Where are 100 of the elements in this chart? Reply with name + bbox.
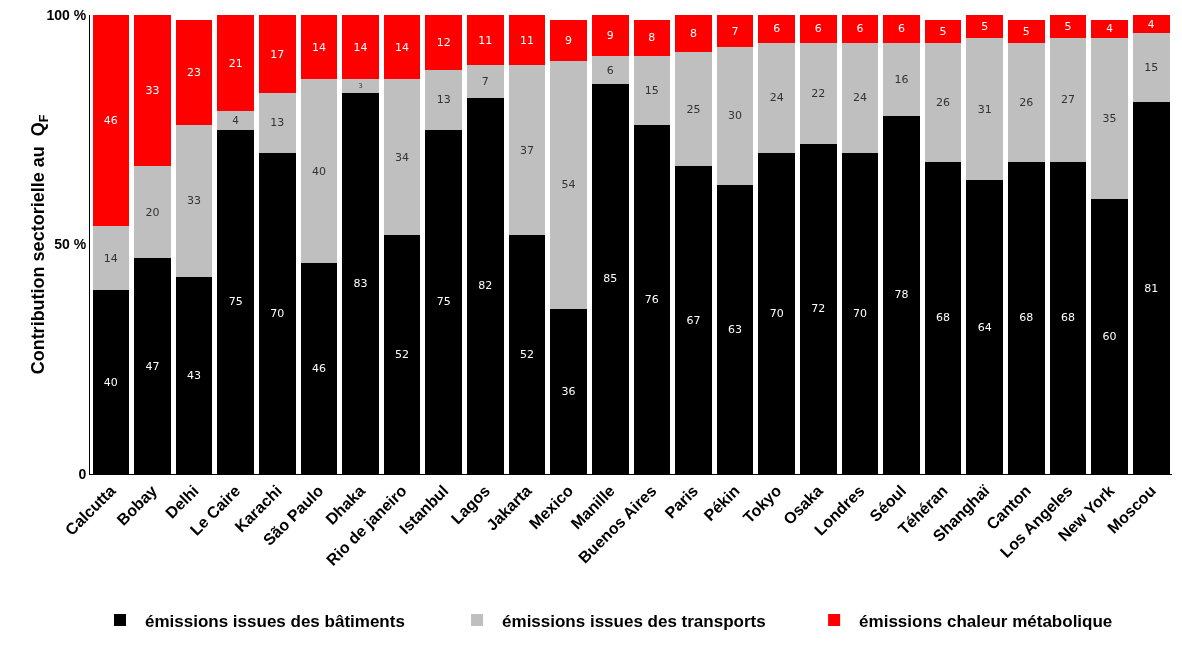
- data-label: 34: [395, 150, 410, 164]
- bar: [383, 79, 421, 236]
- data-label: 12: [436, 36, 451, 50]
- data-label: 7: [731, 24, 739, 38]
- data-label: 11: [478, 33, 493, 47]
- bar: [716, 47, 754, 185]
- legend-label: émissions issues des bâtiments: [145, 611, 405, 631]
- data-label: 13: [436, 93, 451, 107]
- bar: [633, 19, 671, 57]
- data-label: 5: [1022, 24, 1030, 38]
- data-label: 5: [1064, 19, 1072, 33]
- bar: [92, 226, 130, 291]
- bar: [1008, 42, 1045, 162]
- bar: [633, 56, 671, 126]
- data-label: 22: [811, 86, 826, 100]
- bar: [799, 42, 837, 144]
- bar: [467, 65, 504, 98]
- data-label: 15: [1144, 61, 1159, 75]
- data-label: 4: [1106, 22, 1114, 35]
- data-label: 20: [145, 205, 160, 219]
- data-label: 70: [270, 306, 285, 320]
- bar: [758, 15, 795, 43]
- y-tick-label: 0: [78, 465, 87, 482]
- bar: [1132, 15, 1170, 34]
- data-label: 83: [353, 277, 368, 291]
- data-label: 46: [103, 114, 118, 128]
- bar: [799, 15, 837, 43]
- data-label: 36: [561, 384, 576, 398]
- data-label: 13: [270, 116, 285, 130]
- bar: [134, 166, 171, 259]
- data-label: 82: [478, 279, 493, 293]
- data-label: 24: [769, 91, 784, 105]
- data-label: 60: [1102, 329, 1117, 343]
- bar: [134, 15, 171, 167]
- bar: [300, 79, 338, 263]
- data-label: 4: [1147, 17, 1155, 30]
- data-label: 52: [395, 348, 410, 362]
- bar: [92, 15, 130, 227]
- bar: [1091, 37, 1128, 199]
- data-label: 8: [689, 26, 697, 40]
- data-label: 63: [728, 322, 743, 336]
- data-label: 26: [1019, 95, 1034, 109]
- data-label: 43: [187, 368, 202, 382]
- bar: [591, 56, 629, 84]
- data-label: 40: [311, 164, 326, 178]
- data-label: 14: [311, 40, 326, 54]
- bar: [966, 15, 1004, 38]
- data-label: 33: [145, 84, 160, 98]
- data-label: 70: [852, 306, 867, 320]
- data-label: 75: [436, 295, 451, 309]
- bar: [258, 15, 296, 94]
- legend-label: émissions issues des transports: [502, 611, 766, 631]
- bar: [883, 15, 920, 43]
- data-label: 70: [769, 306, 784, 320]
- bar: [550, 19, 587, 61]
- data-label: 40: [103, 375, 118, 389]
- data-label: 54: [561, 178, 576, 192]
- data-label: 68: [936, 311, 951, 325]
- bar: [1091, 19, 1128, 38]
- data-label: 6: [814, 22, 822, 36]
- bar: [508, 65, 546, 236]
- data-label: 21: [228, 56, 243, 70]
- bar: [716, 15, 754, 48]
- data-label: 24: [852, 91, 867, 105]
- data-label: 68: [1060, 311, 1075, 325]
- bar: [1049, 15, 1087, 38]
- data-label: 14: [395, 40, 410, 54]
- data-label: 6: [773, 22, 781, 36]
- data-label: 33: [187, 194, 202, 208]
- data-label: 14: [103, 251, 118, 265]
- bar: [1008, 19, 1045, 43]
- data-label: 37: [519, 143, 534, 157]
- bar: [383, 15, 421, 80]
- bar: [675, 15, 712, 52]
- bar: [1132, 33, 1170, 103]
- bar: [175, 19, 213, 126]
- bar: [883, 42, 920, 116]
- data-label: 85: [603, 272, 618, 286]
- bar: [550, 60, 587, 309]
- data-label: 81: [1144, 281, 1159, 295]
- bar: [342, 79, 379, 94]
- bar: [217, 111, 254, 130]
- data-label: 67: [686, 313, 701, 327]
- bar: [841, 15, 879, 43]
- data-label: 4: [232, 113, 240, 126]
- bar: [508, 15, 546, 66]
- bar: [467, 15, 504, 66]
- data-label: 16: [894, 72, 909, 86]
- bar: [966, 37, 1004, 181]
- data-label: 6: [606, 63, 614, 77]
- bar: [217, 15, 254, 112]
- data-label: 76: [644, 293, 659, 307]
- data-label: 46: [311, 361, 326, 375]
- data-label: 23: [187, 65, 202, 79]
- data-label: 11: [519, 33, 534, 47]
- data-label: 68: [1019, 311, 1034, 325]
- data-label: 9: [606, 29, 614, 43]
- data-label: 30: [728, 109, 743, 123]
- data-label: 25: [686, 102, 701, 116]
- bar: [675, 51, 712, 167]
